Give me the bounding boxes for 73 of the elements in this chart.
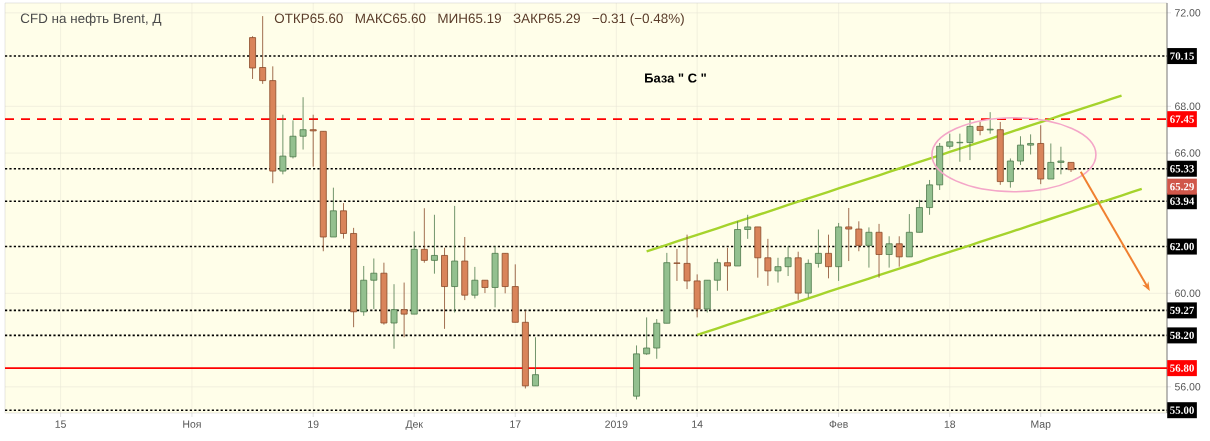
candlestick [481,279,489,294]
x-tick-label: Фев [829,420,848,428]
candlestick [885,235,893,269]
candlestick [1057,146,1065,175]
candlestick [289,119,297,159]
candlestick [713,258,721,292]
candlestick [532,336,539,387]
candlestick [673,248,681,282]
ref-line-label: 70.15 [1170,52,1194,60]
ref-line-label: 55.00 [1170,406,1194,414]
annotation: МАКС65.60 [355,13,426,24]
x-tick-label: Мар [1031,420,1051,430]
y-tick-label: 56.00 [1174,383,1201,391]
candlestick [956,133,964,163]
candlestick [865,227,873,269]
y-tick-label: 68.00 [1175,102,1201,111]
text: CFD на нефть Brent, Д [20,13,162,26]
ref-line-label: 58.20 [1170,331,1194,340]
y-tick-label: 66.00 [1175,149,1201,157]
ref-line-label: 59.27 [1170,306,1195,315]
candlestick [895,235,903,268]
x-tick-label: Ноя [183,420,201,428]
x-tick-label: 15 [55,420,66,428]
candlestick [784,245,792,277]
x-tick-label: 19 [308,420,319,428]
candlestick [814,229,822,269]
candlestick [471,266,479,299]
candlestick [1006,158,1014,189]
candlestick [259,15,267,85]
candlestick [845,207,853,262]
candlestick [764,238,772,287]
annotation: −0.31 (−0.48%) [592,13,684,26]
candlestick [299,96,307,150]
candlestick [926,179,933,216]
candlestick [1047,143,1055,180]
candlestick [976,121,984,136]
ref-line-label: 67.45 [1170,115,1194,123]
candlestick [774,257,782,283]
candlestick [855,220,863,252]
candlestick [431,214,438,275]
candlestick [400,282,408,338]
annotation: ОТКР65.60 [274,13,343,24]
x-tick-label: 14 [692,420,703,428]
candlestick [370,258,378,310]
candlestick [1017,135,1024,166]
candlestick [825,234,832,279]
candlestick [420,207,428,264]
x-tick-label: 2019 [605,420,628,428]
candlestick [643,316,651,356]
x-tick-label: 18 [944,420,956,428]
ref-line-label: 63.94 [1170,197,1195,205]
candlestick [875,223,883,279]
annotation: МИН65.19 [438,13,501,24]
annotation: База " С " [645,73,706,83]
candlestick [683,234,691,290]
x-tick-label: 17 [510,420,521,428]
candlestick [340,202,347,240]
candlestick [309,114,317,168]
candlestick [744,214,752,240]
annotation: ЗАКР65.29 [513,13,580,24]
candlestick [279,114,287,175]
candlestick [966,119,974,161]
ref-line-label: 65.33 [1170,165,1194,173]
annotation: 65.29 [1170,182,1194,191]
y-tick-label: 60.00 [1175,289,1201,298]
candlestick [390,283,398,350]
candlestick [986,111,994,135]
ref-line-label: 62.00 [1170,242,1194,251]
candlestick [724,247,731,292]
y-tick-label: 72.00 [1175,9,1201,17]
ref-line-label: 56.80 [1170,364,1194,372]
x-tick-label: Дек [405,420,424,430]
candlestick [1027,133,1035,155]
